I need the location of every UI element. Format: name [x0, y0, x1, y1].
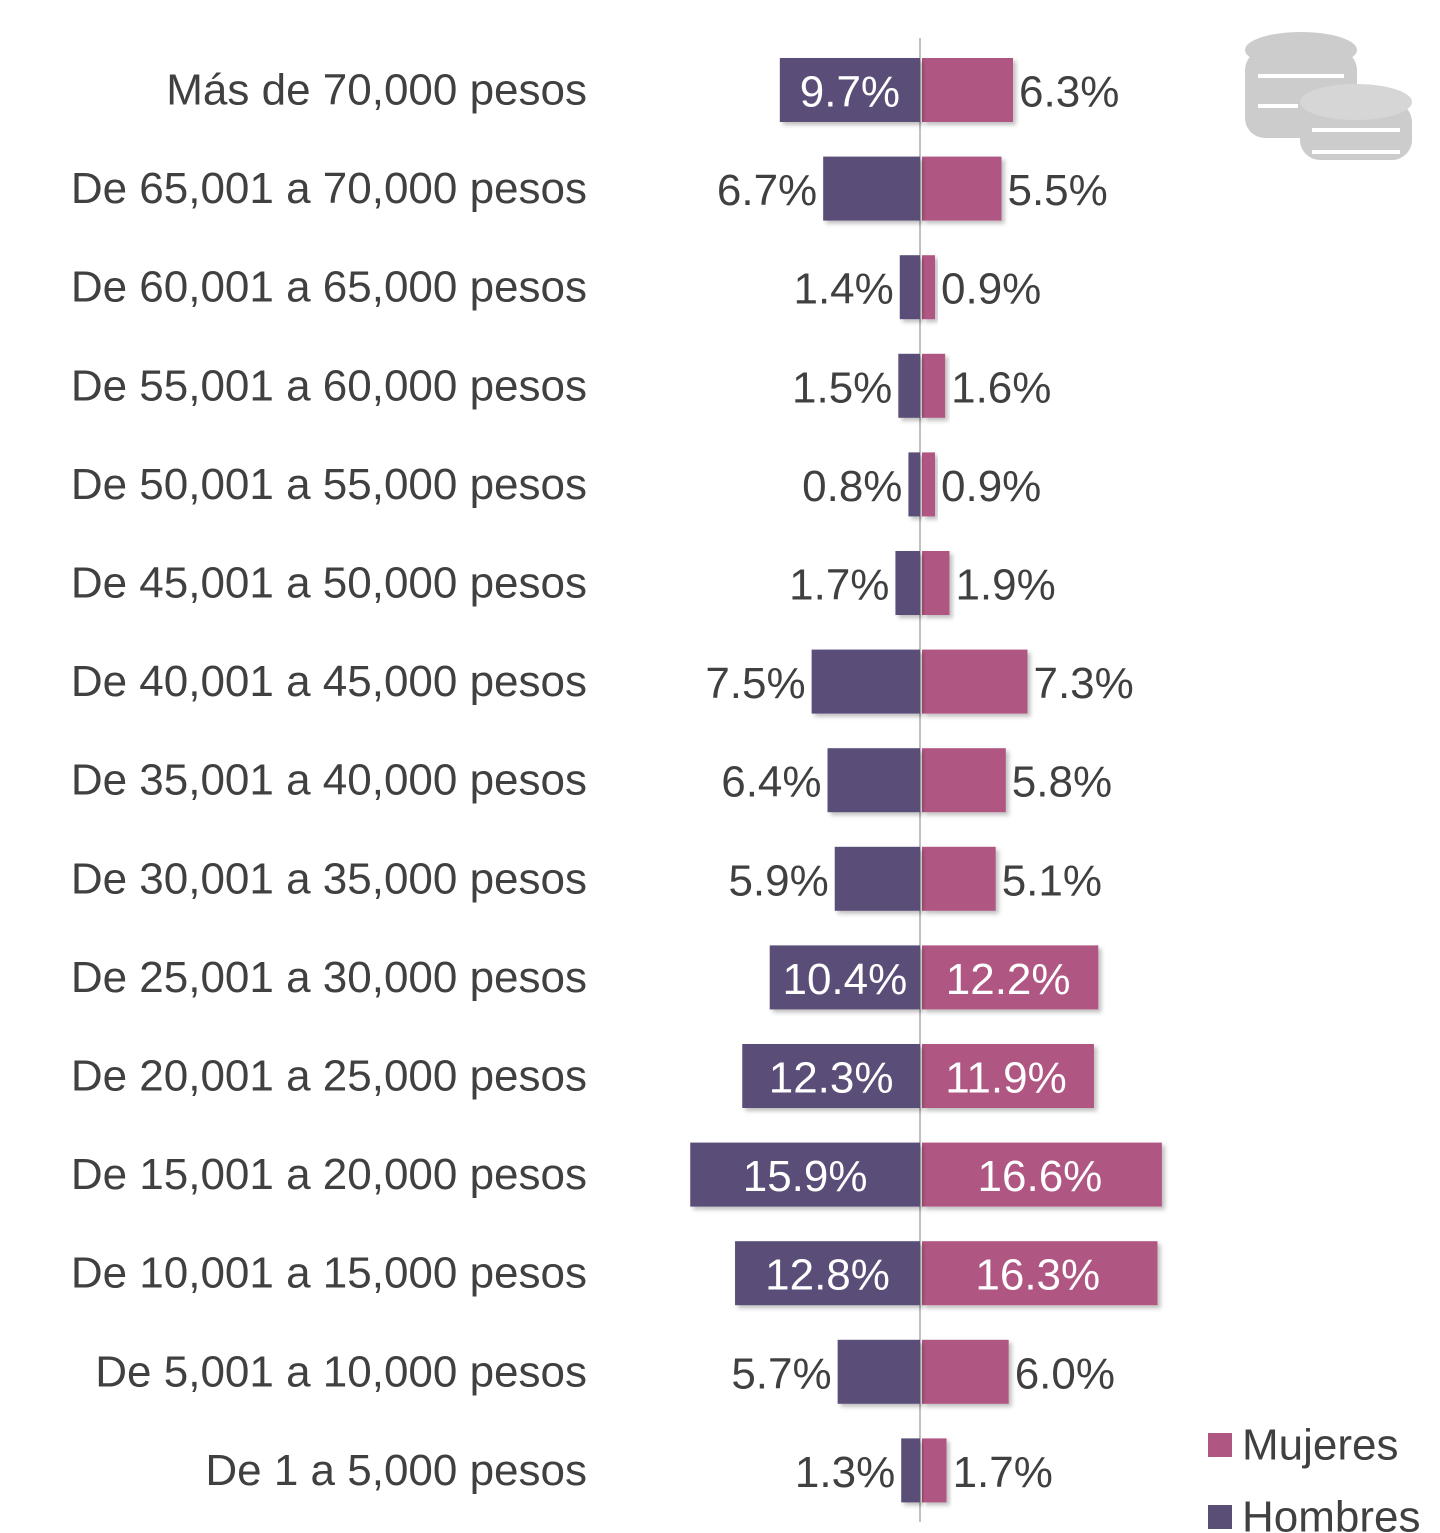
category-label: Más de 70,000 pesos — [166, 66, 587, 115]
bar — [895, 551, 920, 615]
value-label: 7.5% — [705, 659, 805, 708]
value-label: 0.8% — [802, 462, 902, 511]
category-label: De 25,001 a 30,000 pesos — [71, 953, 587, 1002]
value-label: 5.7% — [731, 1349, 831, 1398]
bar — [908, 452, 920, 517]
bar — [922, 58, 1014, 122]
value-label: 9.7% — [800, 68, 900, 117]
bar — [690, 1142, 920, 1207]
value-label: 0.9% — [941, 265, 1041, 314]
value-label: 12.2% — [946, 955, 1071, 1004]
value-label: 5.5% — [1007, 166, 1107, 215]
bar — [922, 156, 1002, 221]
value-label: 12.8% — [765, 1251, 890, 1300]
bar — [922, 1339, 1009, 1404]
bar — [779, 58, 920, 122]
bar — [922, 846, 996, 911]
bar — [922, 1438, 947, 1503]
bar — [735, 1241, 920, 1306]
value-label: 1.6% — [951, 363, 1051, 412]
category-label: De 1 a 5,000 pesos — [205, 1446, 587, 1495]
category-label: De 40,001 a 45,000 pesos — [71, 657, 587, 706]
category-label: De 60,001 a 65,000 pesos — [71, 263, 587, 312]
bar — [922, 945, 1099, 1010]
bar — [823, 156, 920, 221]
bar — [769, 945, 920, 1010]
value-label: 7.3% — [1033, 659, 1133, 708]
bar — [837, 1339, 920, 1404]
legend-swatch — [1208, 1505, 1232, 1529]
bar — [922, 452, 936, 517]
legend-swatch — [1208, 1433, 1232, 1457]
bar — [834, 846, 920, 911]
category-label: De 20,001 a 25,000 pesos — [71, 1052, 587, 1101]
value-label: 1.7% — [789, 561, 889, 610]
coins-icon — [1245, 32, 1414, 160]
category-label: De 35,001 a 40,000 pesos — [71, 756, 587, 805]
bar — [901, 1438, 920, 1503]
category-label: De 30,001 a 35,000 pesos — [71, 854, 587, 903]
value-label: 11.9% — [945, 1054, 1067, 1103]
value-label: 5.9% — [728, 856, 828, 905]
category-label: De 10,001 a 15,000 pesos — [71, 1249, 587, 1298]
category-label: De 45,001 a 50,000 pesos — [71, 559, 587, 608]
value-label: 1.3% — [795, 1448, 895, 1497]
value-label: 6.3% — [1019, 68, 1119, 117]
legend-label: Hombres — [1242, 1493, 1421, 1533]
bar — [922, 353, 946, 418]
value-label: 12.3% — [769, 1054, 894, 1103]
category-label: De 65,001 a 70,000 pesos — [71, 164, 587, 213]
bar — [922, 1241, 1158, 1306]
bar — [922, 255, 936, 320]
bar — [899, 255, 920, 320]
legend-label: Mujeres — [1242, 1421, 1399, 1470]
value-label: 1.7% — [953, 1448, 1053, 1497]
bar — [827, 748, 920, 813]
value-label: 0.9% — [941, 462, 1041, 511]
category-label: De 50,001 a 55,000 pesos — [71, 460, 587, 509]
value-label: 16.6% — [978, 1152, 1103, 1201]
value-label: 6.0% — [1015, 1349, 1115, 1398]
value-label: 16.3% — [975, 1251, 1100, 1300]
value-label: 10.4% — [782, 955, 907, 1004]
bar — [898, 353, 920, 418]
bar — [922, 649, 1028, 714]
value-label: 6.4% — [721, 758, 821, 807]
bar — [811, 649, 920, 714]
value-label: 1.4% — [793, 265, 893, 314]
bar — [922, 1044, 1094, 1108]
value-label: 5.8% — [1012, 758, 1112, 807]
bar — [922, 1142, 1162, 1207]
value-label: 5.1% — [1002, 856, 1102, 905]
bar — [922, 551, 950, 615]
category-label: De 55,001 a 60,000 pesos — [71, 361, 587, 410]
value-label: 1.5% — [792, 363, 892, 412]
value-label: 6.7% — [717, 166, 817, 215]
value-label: 15.9% — [743, 1152, 868, 1201]
bar — [922, 748, 1006, 813]
category-label: De 15,001 a 20,000 pesos — [71, 1150, 587, 1199]
category-label: De 5,001 a 10,000 pesos — [95, 1347, 587, 1396]
value-label: 1.9% — [955, 561, 1055, 610]
bar — [742, 1044, 920, 1108]
